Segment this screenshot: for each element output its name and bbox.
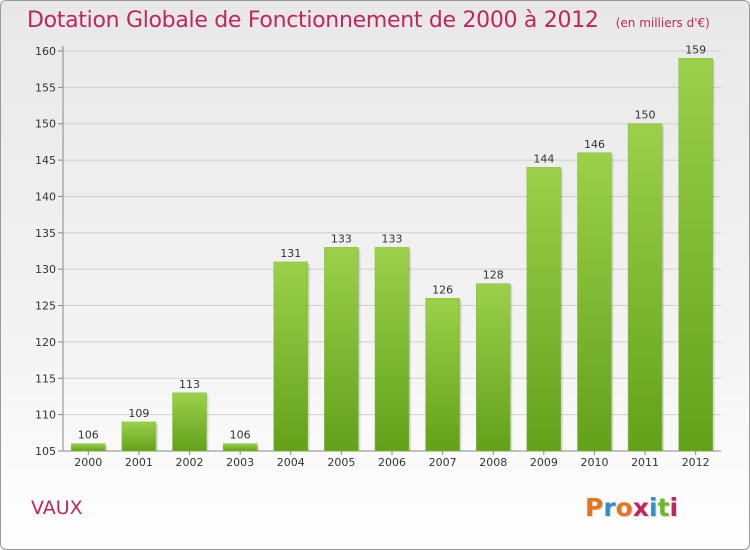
bar xyxy=(172,392,207,452)
bar xyxy=(121,421,157,452)
logo-letter: o xyxy=(615,493,633,522)
bar xyxy=(222,443,258,452)
bar xyxy=(526,167,562,452)
x-tick-label: 2006 xyxy=(378,456,406,469)
logo-letter: x xyxy=(632,493,649,522)
x-tick-label: 2005 xyxy=(327,456,355,469)
x-tick-label: 2011 xyxy=(631,456,659,469)
commune-name: VAUX xyxy=(31,497,83,519)
x-tick-label: 2003 xyxy=(226,456,254,469)
bar-value-label: 128 xyxy=(483,269,504,282)
bar-value-label: 106 xyxy=(230,429,251,442)
bar-value-label: 146 xyxy=(584,138,605,151)
logo-letter: i xyxy=(649,493,658,522)
bar-value-label: 131 xyxy=(280,247,301,260)
y-tick-label: 155 xyxy=(35,81,56,94)
logo-letter: i xyxy=(669,493,679,522)
proxiti-logo: Proxiti xyxy=(585,493,678,522)
bar-value-label: 159 xyxy=(685,43,706,56)
y-tick-label: 105 xyxy=(35,445,56,458)
x-tick-label: 2001 xyxy=(125,456,153,469)
x-tick-label: 2008 xyxy=(479,456,507,469)
bar xyxy=(324,247,359,452)
y-tick-label: 115 xyxy=(35,372,56,385)
x-tick-label: 2007 xyxy=(429,456,457,469)
bar-value-label: 106 xyxy=(78,429,99,442)
logo-letter: P xyxy=(585,493,604,522)
bar xyxy=(425,298,460,452)
bar-value-label: 109 xyxy=(128,407,149,420)
logo-letter: r xyxy=(603,493,616,522)
chart-subtitle: (en milliers d'€) xyxy=(615,16,710,30)
bar-value-label: 150 xyxy=(635,109,656,122)
y-tick-label: 150 xyxy=(35,118,56,131)
bar-value-label: 113 xyxy=(179,378,200,391)
x-tick-label: 2004 xyxy=(277,456,305,469)
bar xyxy=(71,443,106,452)
bar-value-label: 144 xyxy=(533,152,554,165)
x-tick-label: 2010 xyxy=(580,456,608,469)
y-tick-label: 130 xyxy=(35,263,56,276)
bar xyxy=(374,247,410,452)
logo-letter: t xyxy=(657,493,670,522)
bar-value-label: 133 xyxy=(382,232,403,245)
bar xyxy=(678,58,713,452)
x-tick-label: 2012 xyxy=(682,456,710,469)
x-tick-label: 2002 xyxy=(176,456,204,469)
bar xyxy=(475,283,511,452)
y-tick-label: 135 xyxy=(35,227,56,240)
bar xyxy=(577,152,612,452)
bar xyxy=(273,261,309,452)
y-tick-label: 160 xyxy=(35,45,56,58)
bar xyxy=(627,123,663,452)
x-tick-label: 2009 xyxy=(530,456,558,469)
y-tick-label: 125 xyxy=(35,300,56,313)
bar-value-label: 133 xyxy=(331,232,352,245)
bar-value-label: 126 xyxy=(432,283,453,296)
y-tick-label: 120 xyxy=(35,336,56,349)
chart-title: Dotation Globale de Fonctionnement de 20… xyxy=(27,8,599,33)
y-tick-label: 140 xyxy=(35,190,56,203)
title-row: Dotation Globale de Fonctionnement de 20… xyxy=(27,8,710,33)
x-tick-label: 2000 xyxy=(74,456,102,469)
y-tick-label: 110 xyxy=(35,409,56,422)
y-tick-label: 145 xyxy=(35,154,56,167)
